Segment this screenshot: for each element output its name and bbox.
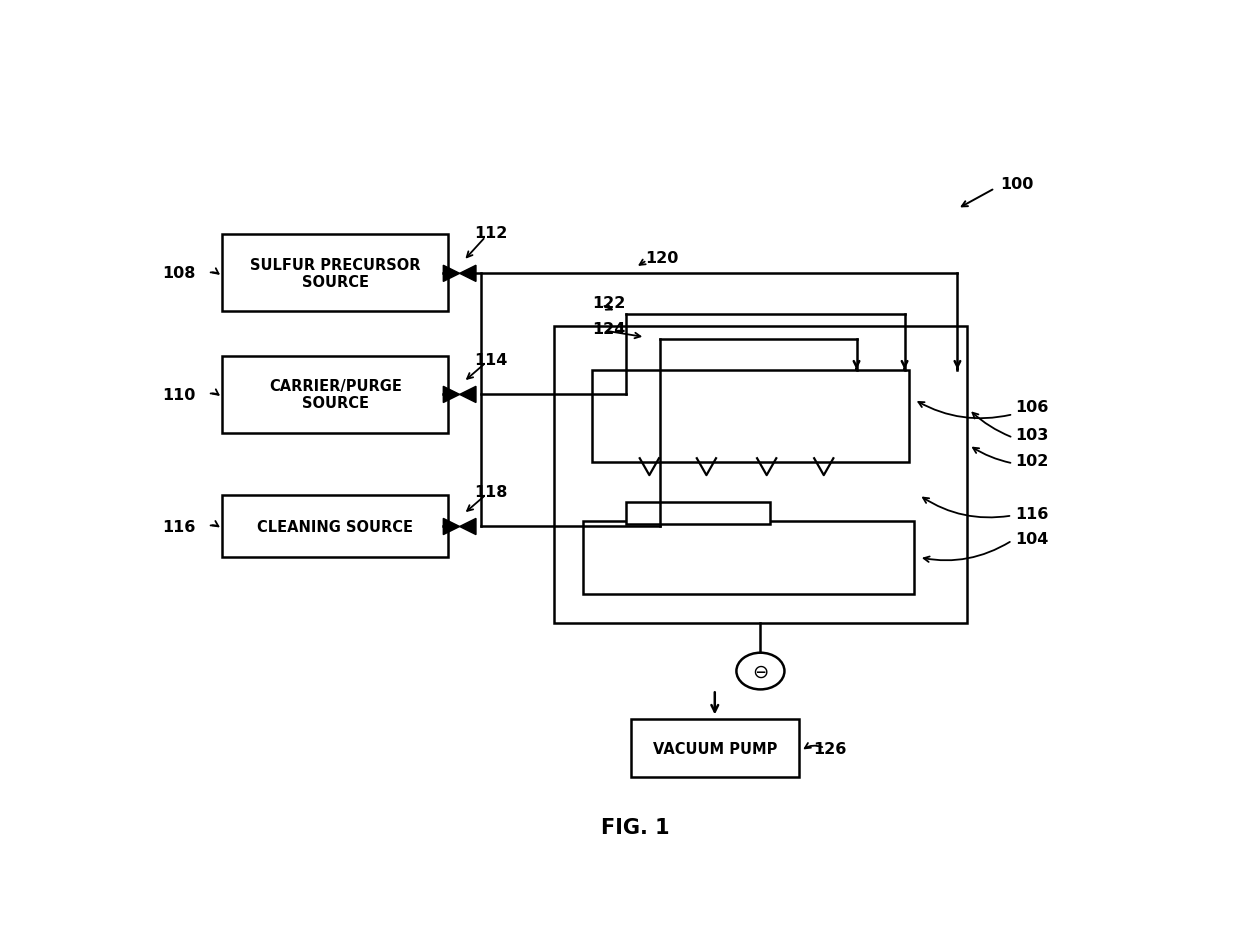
FancyBboxPatch shape — [222, 356, 448, 433]
Text: 104: 104 — [1016, 532, 1049, 546]
Circle shape — [737, 653, 785, 689]
Text: 100: 100 — [1001, 176, 1034, 191]
FancyBboxPatch shape — [631, 719, 799, 778]
Text: 103: 103 — [1016, 427, 1049, 443]
Text: ⊖: ⊖ — [753, 662, 769, 681]
Text: FIG. 1: FIG. 1 — [601, 817, 670, 837]
FancyBboxPatch shape — [583, 521, 914, 594]
FancyBboxPatch shape — [554, 327, 967, 624]
Text: 112: 112 — [474, 227, 507, 241]
Polygon shape — [444, 519, 460, 535]
Text: 124: 124 — [593, 322, 626, 336]
FancyBboxPatch shape — [626, 503, 770, 525]
Text: 116: 116 — [1016, 506, 1049, 522]
Text: 118: 118 — [474, 485, 507, 499]
Text: CLEANING SOURCE: CLEANING SOURCE — [257, 519, 413, 534]
FancyBboxPatch shape — [222, 235, 448, 312]
Text: VACUUM PUMP: VACUUM PUMP — [652, 741, 777, 756]
Text: 106: 106 — [1016, 400, 1049, 415]
Text: 126: 126 — [813, 741, 847, 756]
FancyBboxPatch shape — [222, 495, 448, 558]
Text: 102: 102 — [1016, 453, 1049, 468]
Text: 116: 116 — [162, 519, 196, 534]
Text: SULFUR PRECURSOR
SOURCE: SULFUR PRECURSOR SOURCE — [250, 257, 420, 289]
Text: CARRIER/PURGE
SOURCE: CARRIER/PURGE SOURCE — [269, 379, 402, 411]
Polygon shape — [460, 387, 476, 403]
Text: 120: 120 — [645, 250, 678, 266]
Polygon shape — [444, 387, 460, 403]
Text: 114: 114 — [474, 352, 507, 367]
Polygon shape — [444, 266, 460, 282]
Polygon shape — [460, 266, 476, 282]
Text: 122: 122 — [593, 296, 626, 311]
FancyBboxPatch shape — [593, 371, 909, 463]
Text: 110: 110 — [162, 387, 196, 402]
Polygon shape — [460, 519, 476, 535]
Text: 108: 108 — [162, 267, 196, 281]
